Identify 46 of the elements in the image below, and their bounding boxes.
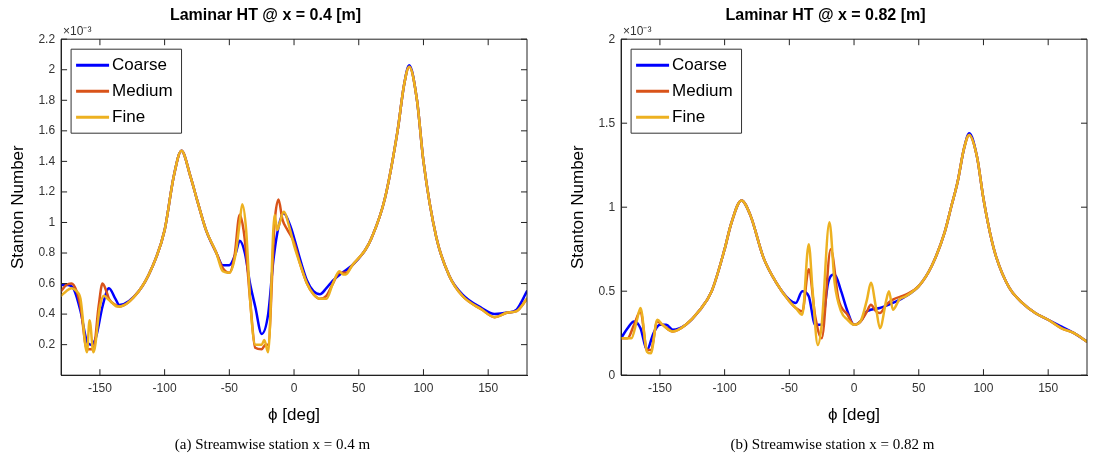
y-tick-label: 1 [608, 199, 616, 214]
text: ×10⁻³ [623, 23, 652, 38]
text: (a) Streamwise station x = 0.4 m [173, 436, 372, 453]
y-tick-label: 0.5 [598, 283, 616, 298]
x-tick-label: -100 [712, 380, 737, 395]
y-tick-label: 1 [48, 214, 56, 229]
y-tick-label: 2.2 [38, 31, 56, 46]
y-tick-label: 1.5 [598, 115, 616, 130]
y-tick-label: 1.8 [38, 92, 56, 107]
legend-label: Coarse [112, 54, 167, 74]
x-tick-label: 0 [850, 380, 858, 395]
text: (b) Streamwise station x = 0.82 m [729, 436, 936, 453]
x-tick-label: 150 [478, 380, 499, 395]
legend-label: Coarse [672, 54, 727, 74]
x-tick-label: -150 [647, 380, 673, 395]
x-tick-label: 50 [912, 380, 926, 395]
y-axis-title: Stanton Number [567, 144, 587, 270]
y-axis-title: Stanton Number [7, 144, 27, 270]
y-tick-label: 0.8 [38, 245, 56, 260]
y-tick-label: 1.2 [38, 184, 56, 199]
legend-label: Fine [672, 106, 706, 126]
y-tick-label: 2 [608, 31, 616, 46]
x-tick-label: 100 [973, 380, 994, 395]
y-tick-label: 2 [48, 62, 56, 77]
x-tick-label: -100 [152, 380, 177, 395]
y-tick-label: 0 [608, 367, 616, 382]
x-axis-title: ϕ [deg] [828, 405, 881, 425]
x-tick-label: -50 [780, 380, 799, 395]
legend-label: Medium [112, 80, 173, 100]
x-tick-label: 150 [1038, 380, 1059, 395]
x-tick-label: -150 [87, 380, 113, 395]
legend-label: Fine [112, 106, 146, 126]
y-tick-label: 0.4 [38, 306, 56, 321]
legend-label: Medium [672, 80, 733, 100]
x-axis-title: ϕ [deg] [268, 405, 321, 425]
chart-title: Laminar HT @ x = 0.82 [m] [725, 6, 926, 24]
y-tick-label: 0.2 [38, 336, 56, 351]
x-tick-label: -50 [220, 380, 239, 395]
x-tick-label: 100 [413, 380, 434, 395]
x-tick-label: 0 [290, 380, 298, 395]
y-tick-label: 0.6 [38, 275, 56, 290]
x-tick-label: 50 [352, 380, 366, 395]
chart-title: Laminar HT @ x = 0.4 [m] [169, 6, 362, 24]
text: ×10⁻³ [63, 23, 92, 38]
y-tick-label: 1.6 [38, 123, 56, 138]
y-tick-label: 1.4 [38, 153, 56, 168]
